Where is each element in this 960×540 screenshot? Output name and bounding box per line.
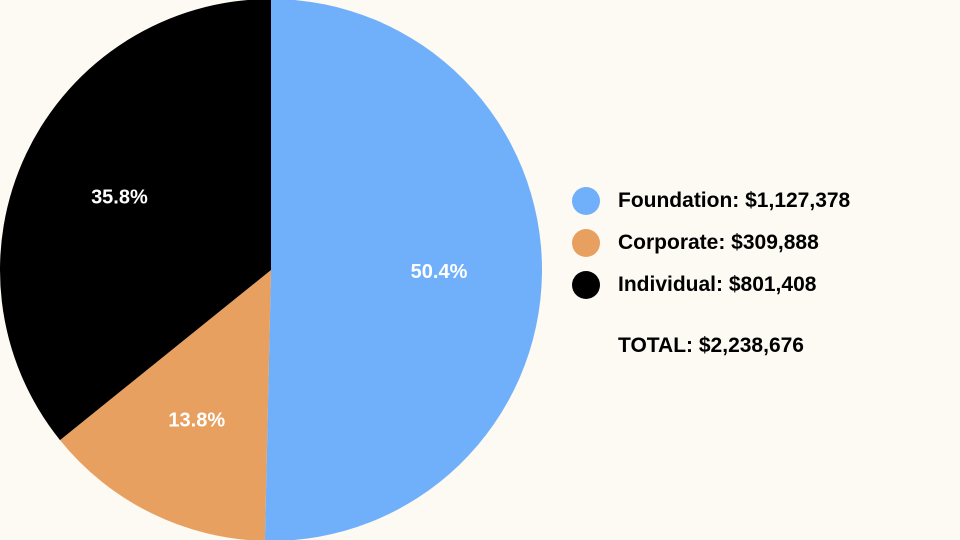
legend-swatch-corporate — [572, 229, 600, 257]
pie-slices — [0, 0, 542, 540]
legend-item-corporate: Corporate: $309,888 — [572, 222, 850, 264]
legend: Foundation: $1,127,378 Corporate: $309,8… — [572, 180, 850, 358]
legend-item-foundation: Foundation: $1,127,378 — [572, 180, 850, 222]
legend-swatch-foundation — [572, 187, 600, 215]
legend-item-individual: Individual: $801,408 — [572, 264, 850, 306]
slice-label-foundation: 50.4% — [411, 261, 468, 283]
legend-label-corporate: Corporate: $309,888 — [618, 231, 819, 254]
legend-label-foundation: Foundation: $1,127,378 — [618, 189, 851, 212]
pie-labels: 50.4% 13.8% 35.8% — [91, 186, 468, 431]
pie-slice-corporate — [60, 270, 271, 540]
pie-slice-foundation — [264, 0, 542, 540]
legend-swatch-individual — [572, 271, 600, 299]
total-label: TOTAL: $2,238,676 — [618, 334, 804, 357]
pie-slice-individual — [0, 0, 271, 441]
slice-label-corporate: 13.8% — [168, 410, 225, 432]
legend-label-individual: Individual: $801,408 — [618, 273, 817, 296]
slice-label-individual: 35.8% — [91, 186, 148, 208]
